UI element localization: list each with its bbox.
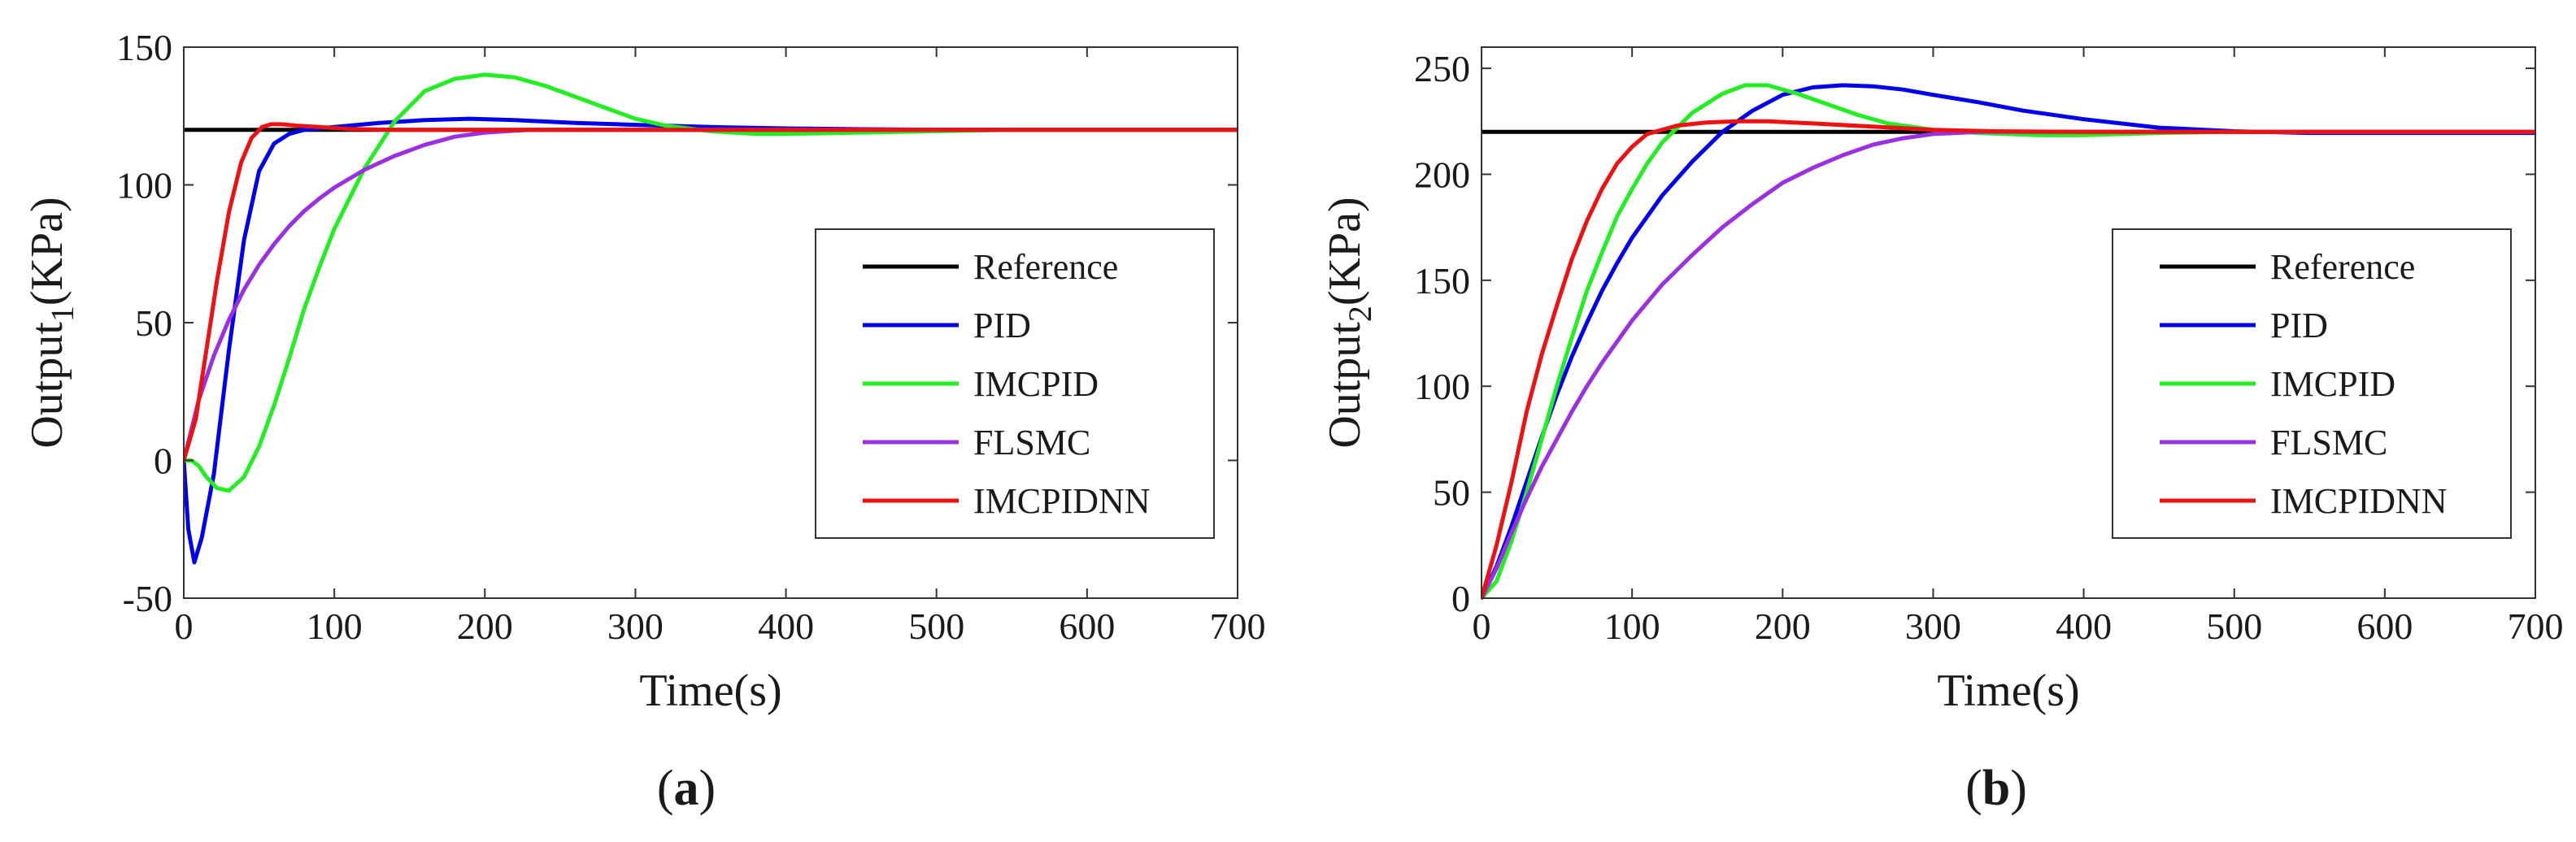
x-tick-label: 600 (1059, 605, 1115, 647)
legend: Reference PID IMCPID FLSMC IMCPIDNN (815, 228, 1215, 539)
y-tick-label: 50 (135, 302, 172, 344)
y-tick-label: 50 (1433, 472, 1470, 514)
x-tick-label: 0 (1473, 605, 1491, 647)
x-tick-label: 300 (1905, 605, 1961, 647)
x-tick-label: 400 (2056, 605, 2112, 647)
y-tick-label: -50 (123, 578, 172, 619)
legend-label-imcpidnn: IMCPIDNN (973, 481, 1151, 521)
x-tick-label: 100 (1604, 605, 1660, 647)
panel-letter: a (674, 761, 699, 816)
x-tick-label: 300 (607, 605, 664, 647)
panel-letter: b (1982, 761, 2010, 816)
y-axis-label-prefix: Output (1320, 322, 1370, 449)
panel-label: (a) (657, 761, 716, 816)
legend-label-imcpid: IMCPID (973, 364, 1099, 404)
series-line-flsmc (184, 128, 1238, 462)
series-line-imcpid (1482, 83, 2535, 600)
x-tick-label: 0 (175, 605, 194, 647)
x-tick-label: 400 (758, 605, 814, 647)
x-axis-label: Time(s) (639, 666, 781, 716)
x-tick-label: 500 (908, 605, 964, 647)
y-axis-label: Output2(KPa) (1320, 197, 1378, 448)
x-tick-label: 200 (457, 605, 513, 647)
x-tick-label: 700 (2508, 605, 2564, 647)
y-axis-label-suffix: (KPa) (22, 197, 72, 306)
legend-label-reference: Reference (2270, 247, 2415, 287)
y-tick-label: 100 (1414, 366, 1470, 407)
series-line-imcpid (184, 72, 1238, 493)
y-tick-label: 150 (116, 27, 172, 68)
y-axis-label-subscript: 1 (44, 306, 80, 322)
legend-label-pid: PID (2270, 306, 2328, 345)
series-line-flsmc (1482, 129, 2535, 600)
chart-panel-b: 0 100 200 300 400 500 600 700 0 50 100 150 200 250 Tim… (1320, 46, 2564, 816)
legend-label-flsmc: FLSMC (973, 423, 1090, 462)
y-tick-label: 0 (1451, 578, 1470, 619)
y-tick-label: 200 (1414, 154, 1470, 195)
x-tick-label: 200 (1755, 605, 1811, 647)
y-tick-label: 100 (116, 165, 172, 206)
legend-label-reference: Reference (973, 247, 1118, 287)
y-tick-label: 150 (1414, 260, 1470, 302)
series-line-imcpidnn (184, 122, 1238, 462)
legend: Reference PID IMCPID FLSMC IMCPIDNN (2112, 228, 2512, 539)
series-line-imcpidnn (1482, 119, 2535, 600)
x-tick-label: 100 (307, 605, 363, 647)
legend-label-imcpid: IMCPID (2270, 364, 2395, 404)
legend-label-flsmc: FLSMC (2270, 423, 2387, 462)
panel-label: (b) (1965, 761, 2027, 816)
y-tick-label: 0 (154, 441, 172, 482)
legend-box (815, 228, 1215, 539)
chart-panel-a: 0 100 200 300 400 500 600 700-50050100150Time(s… (22, 27, 1266, 816)
y-axis-label-suffix: (KPa) (1320, 197, 1370, 306)
legend-label-imcpidnn: IMCPIDNN (2270, 481, 2448, 521)
axes-frame (1481, 46, 2536, 599)
x-axis-label: Time(s) (1937, 666, 2079, 716)
y-axis-label-prefix: Output (22, 322, 72, 449)
x-tick-label: 500 (2206, 605, 2262, 647)
legend-label-pid: PID (973, 306, 1031, 345)
y-axis-label-subscript: 2 (1342, 306, 1378, 322)
x-tick-label: 600 (2356, 605, 2413, 647)
y-tick-label: 250 (1414, 48, 1470, 89)
x-tick-label: 700 (1210, 605, 1266, 647)
y-axis-label: Output1(KPa) (22, 197, 80, 448)
